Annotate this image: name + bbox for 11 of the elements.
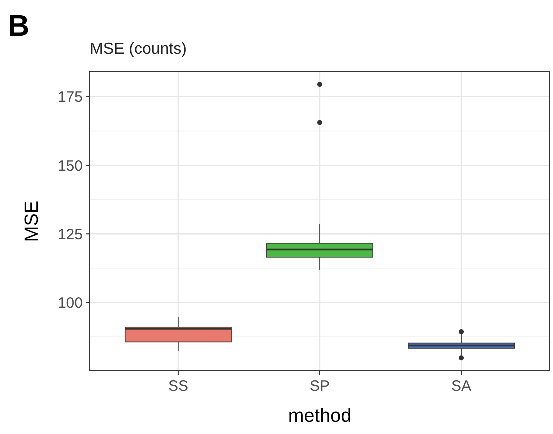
text: B <box>8 10 30 43</box>
x-tick-label: SS <box>168 378 188 395</box>
y-axis-title: MSE <box>22 200 43 242</box>
chart-title: MSE (counts) <box>90 41 187 58</box>
y-tick-label: 100 <box>58 294 83 312</box>
y-tick-label: 175 <box>58 89 83 106</box>
x-axis-title: method <box>288 406 352 427</box>
y-tick-label: 125 <box>58 226 83 244</box>
y-tick-label: 150 <box>58 158 83 175</box>
x-tick-label: SA <box>452 378 472 395</box>
x-tick-label: SP <box>310 378 330 395</box>
